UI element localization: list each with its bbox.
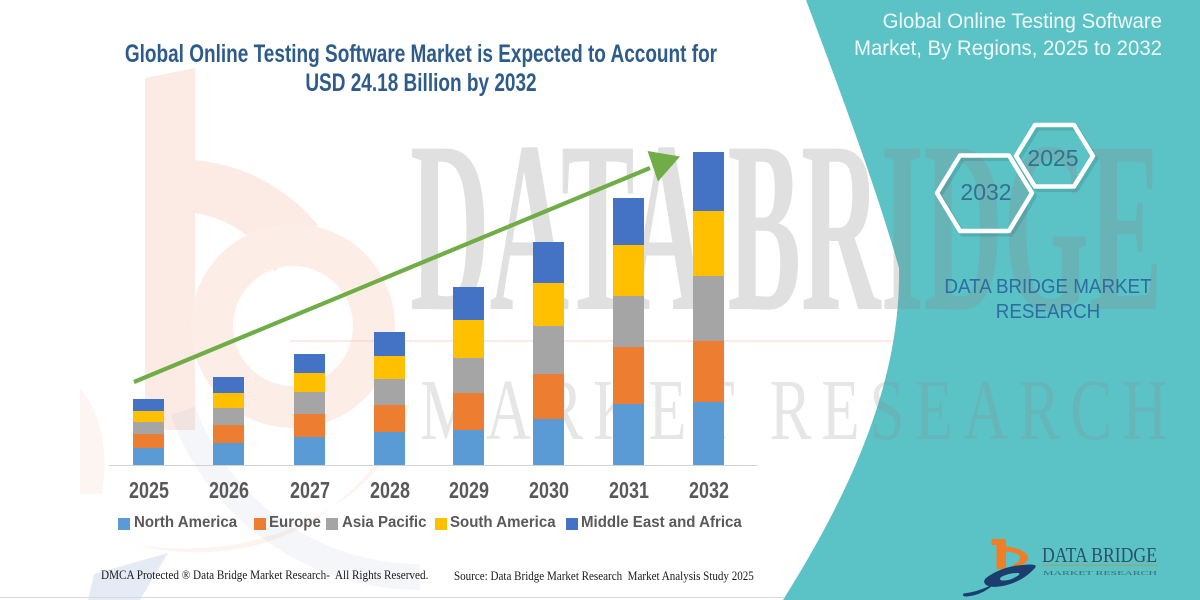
svg-text:DATA BRIDGE: DATA BRIDGE <box>1042 543 1157 567</box>
svg-text:MARKET RESEARCH: MARKET RESEARCH <box>1043 570 1157 577</box>
